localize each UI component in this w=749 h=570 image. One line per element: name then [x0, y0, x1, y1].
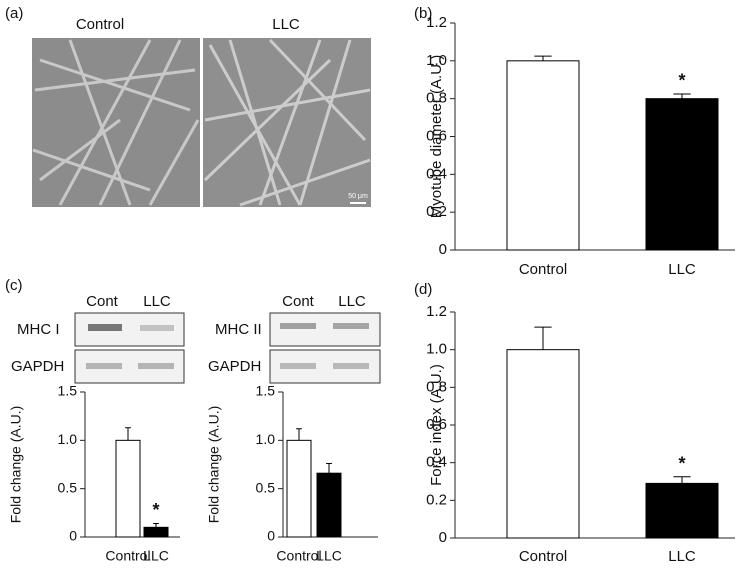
blot [74, 312, 381, 384]
panel-label: (b) [414, 5, 432, 22]
y-tick-label: 0 [439, 241, 447, 258]
error-bar [534, 55, 552, 61]
y-axis-label: Fold change (A.U.) [8, 406, 24, 524]
y-tick-label: 1.2 [426, 14, 447, 31]
panel-label: (d) [414, 281, 432, 298]
x-tick-label: LLC [668, 261, 696, 278]
significance: * [678, 71, 685, 91]
lane-label: LLC [143, 293, 171, 310]
bar [115, 439, 141, 538]
bar [506, 60, 580, 251]
lane-label: LLC [338, 293, 366, 310]
row-label: MHC II [215, 321, 262, 338]
error-bar [296, 428, 302, 441]
bar [316, 472, 342, 538]
y-tick-label: 0 [69, 528, 77, 544]
row-label: MHC I [17, 321, 60, 338]
bar [143, 526, 169, 538]
significance: * [152, 500, 159, 520]
error-bar [673, 476, 691, 484]
y-tick-label: 1.2 [426, 303, 447, 320]
row-label: GAPDH [208, 358, 261, 375]
y-axis-label: Fold change (A.U.) [206, 406, 222, 524]
lane-label: Cont [282, 293, 315, 310]
row-label: GAPDH [11, 358, 64, 375]
x-tick-label: LLC [316, 548, 342, 564]
panel-label: (c) [5, 277, 23, 294]
error-bar [673, 93, 691, 99]
y-axis-label: Force index (A.U.) [428, 364, 445, 486]
y-tick-label: 0.4 [426, 165, 447, 182]
x-tick-label: LLC [668, 548, 696, 565]
x-tick-label: Control [105, 548, 150, 564]
error-bar [534, 326, 552, 350]
x-tick-label: Control [519, 261, 567, 278]
bar [645, 482, 719, 539]
y-tick-label: 1.0 [426, 341, 447, 358]
micrograph [32, 38, 371, 207]
error-bar [326, 463, 332, 474]
y-tick-label: 1.5 [58, 383, 78, 399]
significance: * [678, 454, 685, 474]
y-axis-label: Myotube diameter (A.U.) [428, 55, 445, 218]
x-tick-label: Control [276, 548, 321, 564]
y-tick-label: 1.0 [58, 431, 78, 447]
y-tick-label: 0.4 [426, 454, 447, 471]
x-tick-label: LLC [143, 548, 169, 564]
y-tick-label: 0.5 [256, 479, 276, 495]
bar [645, 98, 719, 251]
panel-label: (a) [5, 5, 23, 22]
y-tick-label: 1.5 [256, 383, 276, 399]
y-tick-label: 1.0 [426, 52, 447, 69]
y-tick-label: 0.6 [426, 416, 447, 433]
scale-bar-label: 50 μm [348, 193, 368, 200]
y-tick-label: 0.2 [426, 491, 447, 508]
y-tick-label: 0 [267, 528, 275, 544]
error-bar [125, 427, 131, 441]
bar [506, 349, 580, 539]
bar [286, 439, 312, 538]
error-bar [153, 522, 159, 528]
y-tick-label: 0 [439, 529, 447, 546]
lane-label: Cont [86, 293, 119, 310]
y-tick-label: 1.0 [256, 431, 276, 447]
image-title: LLC [272, 16, 300, 33]
y-tick-label: 0.8 [426, 90, 447, 107]
image-title: Control [76, 16, 124, 33]
y-tick-label: 0.8 [426, 378, 447, 395]
y-tick-label: 0.2 [426, 203, 447, 220]
x-tick-label: Control [519, 548, 567, 565]
y-tick-label: 0.6 [426, 127, 447, 144]
y-tick-label: 0.5 [58, 479, 78, 495]
